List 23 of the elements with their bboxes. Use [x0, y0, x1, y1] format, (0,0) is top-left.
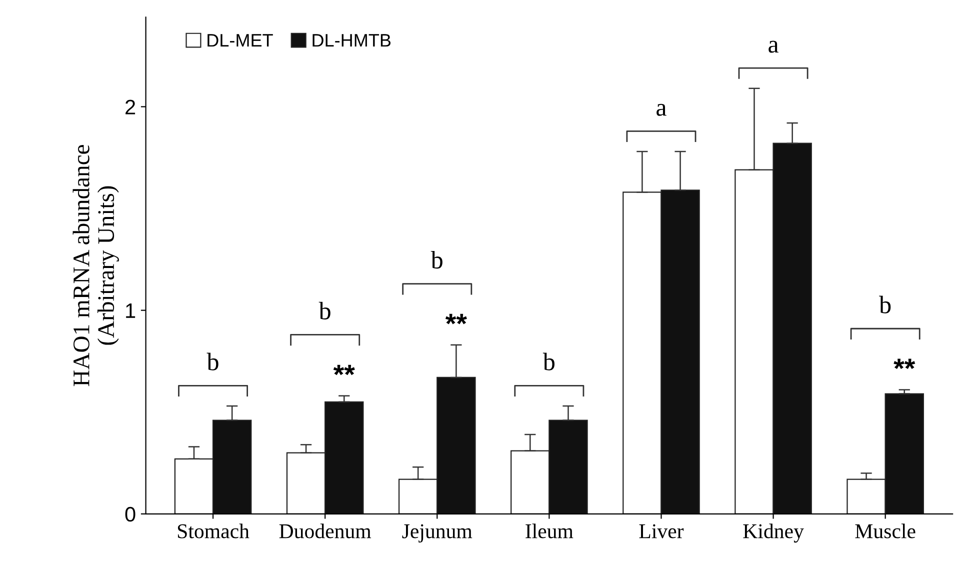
x-tick-label: Ileum	[526, 524, 574, 538]
annotation: b	[206, 352, 218, 370]
y-tick-label: 1	[126, 304, 136, 318]
y-tick-label: 2	[126, 100, 136, 114]
annotation: a	[768, 40, 778, 53]
x-tick-label: Kidney	[743, 524, 804, 543]
x-tick-label: Muscle	[855, 524, 916, 538]
legend-label: DL-MET	[208, 34, 273, 47]
annotation: b	[430, 250, 442, 269]
x-tick-label: Duodenum	[279, 524, 372, 538]
x-tick-label: Stomach	[178, 524, 250, 538]
x-tick-label: Jejunum	[402, 524, 472, 543]
annotation: b	[879, 296, 891, 314]
y-tick-label: 0	[125, 506, 136, 522]
annotation: **	[445, 314, 467, 324]
annotation: b	[542, 352, 554, 370]
y-axis-title: HAO1 mRNA abundance (Arbitrary Units)	[72, 145, 119, 386]
x-tick-label: Liver	[639, 524, 684, 538]
annotation: **	[894, 358, 916, 370]
annotation: **	[333, 364, 355, 376]
annotation: b	[318, 302, 330, 320]
annotation: a	[656, 104, 666, 116]
legend-label: DL-HMTB	[312, 34, 391, 47]
